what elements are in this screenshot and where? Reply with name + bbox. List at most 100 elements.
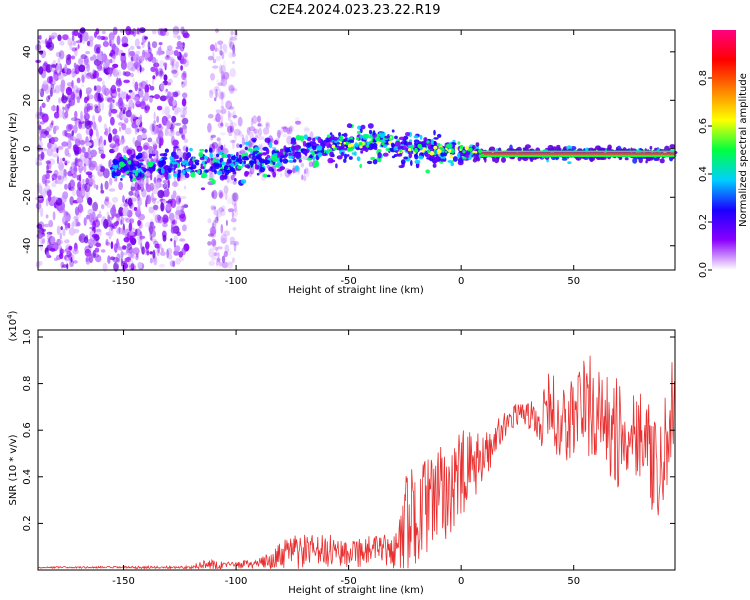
ridge-point — [204, 161, 208, 165]
noise-point — [86, 103, 91, 112]
noise-point — [105, 127, 109, 137]
noise-point — [177, 35, 181, 40]
noise-point — [183, 138, 189, 143]
noise-point — [51, 196, 59, 201]
noise-point — [276, 131, 281, 137]
noise-point — [45, 160, 51, 165]
ridge-point — [472, 158, 478, 163]
noise-point — [252, 128, 260, 134]
noise-point — [157, 216, 164, 224]
noise-point — [84, 69, 87, 80]
ridge-point — [173, 145, 179, 149]
ridge-point — [130, 173, 133, 180]
noise-point — [94, 31, 97, 38]
noise-point — [59, 40, 65, 46]
noise-point — [233, 242, 237, 252]
ridge-point — [150, 153, 156, 157]
noise-point — [92, 138, 99, 147]
noise-point — [141, 246, 146, 255]
noise-point — [102, 36, 109, 41]
noise-point — [67, 139, 72, 150]
noise-point — [99, 165, 106, 172]
noise-point — [92, 249, 96, 259]
noise-point — [213, 118, 218, 122]
noise-point — [219, 44, 223, 50]
noise-point — [308, 161, 313, 168]
noise-point — [217, 252, 220, 258]
noise-point — [89, 254, 94, 263]
ridge-point — [561, 157, 568, 161]
ridge-peak — [331, 144, 336, 149]
noise-point — [305, 167, 310, 178]
ridge-point — [135, 155, 141, 159]
ridge-point — [133, 160, 139, 165]
x-tick-label: -50 — [340, 276, 356, 287]
noise-point — [150, 225, 156, 229]
noise-point — [137, 205, 141, 214]
noise-point — [130, 114, 137, 125]
noise-point — [232, 139, 235, 150]
noise-point — [112, 93, 118, 97]
noise-point — [46, 164, 49, 172]
y-tick-label: 1.0 — [22, 329, 33, 345]
noise-point — [174, 122, 182, 126]
ridge-peak — [339, 141, 342, 144]
noise-point — [149, 85, 155, 91]
noise-point — [92, 114, 96, 123]
noise-point — [81, 124, 86, 130]
ridge-point — [204, 149, 208, 153]
ridge-point — [312, 137, 316, 143]
noise-point — [122, 195, 125, 204]
snr-panel: -150 -100 -50 0 50 0.2 0.4 0.6 0.8 1.0 Height of… — [6, 310, 676, 596]
noise-point — [86, 63, 90, 72]
noise-point — [110, 222, 114, 231]
noise-point — [180, 65, 184, 71]
snr-multiplier: (x104) — [6, 310, 19, 341]
noise-point — [71, 221, 74, 229]
snr-series-line — [37, 355, 675, 570]
ridge-point — [198, 151, 204, 158]
ridge-point — [624, 157, 629, 161]
noise-point — [59, 252, 64, 260]
noise-point — [76, 196, 84, 204]
noise-point — [223, 185, 229, 194]
ridge-point — [372, 130, 376, 136]
noise-point — [67, 54, 71, 60]
noise-point — [280, 126, 288, 130]
ridge-point — [172, 161, 179, 165]
ridge-point — [354, 142, 358, 145]
noise-point — [224, 244, 230, 254]
noise-point — [113, 134, 120, 143]
ridge-point — [122, 165, 128, 172]
ridge-point — [148, 168, 154, 172]
ridge-point — [216, 170, 223, 176]
noise-point — [74, 116, 78, 126]
ridge-point — [488, 148, 492, 152]
noise-point — [96, 47, 101, 54]
noise-point — [248, 139, 254, 148]
ridge-point — [522, 147, 526, 151]
noise-point — [141, 42, 144, 45]
noise-point — [165, 88, 168, 92]
noise-point — [249, 126, 256, 132]
noise-point — [170, 224, 174, 230]
x-tick-label: -100 — [225, 276, 248, 287]
noise-point — [214, 216, 219, 224]
noise-point — [42, 187, 47, 198]
ridge-point — [556, 156, 560, 160]
noise-point — [108, 133, 113, 143]
noise-point — [102, 54, 105, 60]
noise-point — [51, 32, 58, 39]
ridge-point — [517, 155, 522, 162]
noise-point — [73, 29, 79, 37]
noise-point — [182, 108, 187, 116]
noise-point — [257, 127, 263, 137]
noise-point — [229, 139, 236, 143]
noise-point — [40, 151, 45, 160]
ridge-point — [346, 154, 350, 157]
noise-point — [57, 175, 62, 181]
noise-point — [221, 208, 225, 212]
noise-point — [217, 82, 224, 86]
noise-point — [207, 241, 212, 246]
noise-point — [137, 239, 142, 246]
